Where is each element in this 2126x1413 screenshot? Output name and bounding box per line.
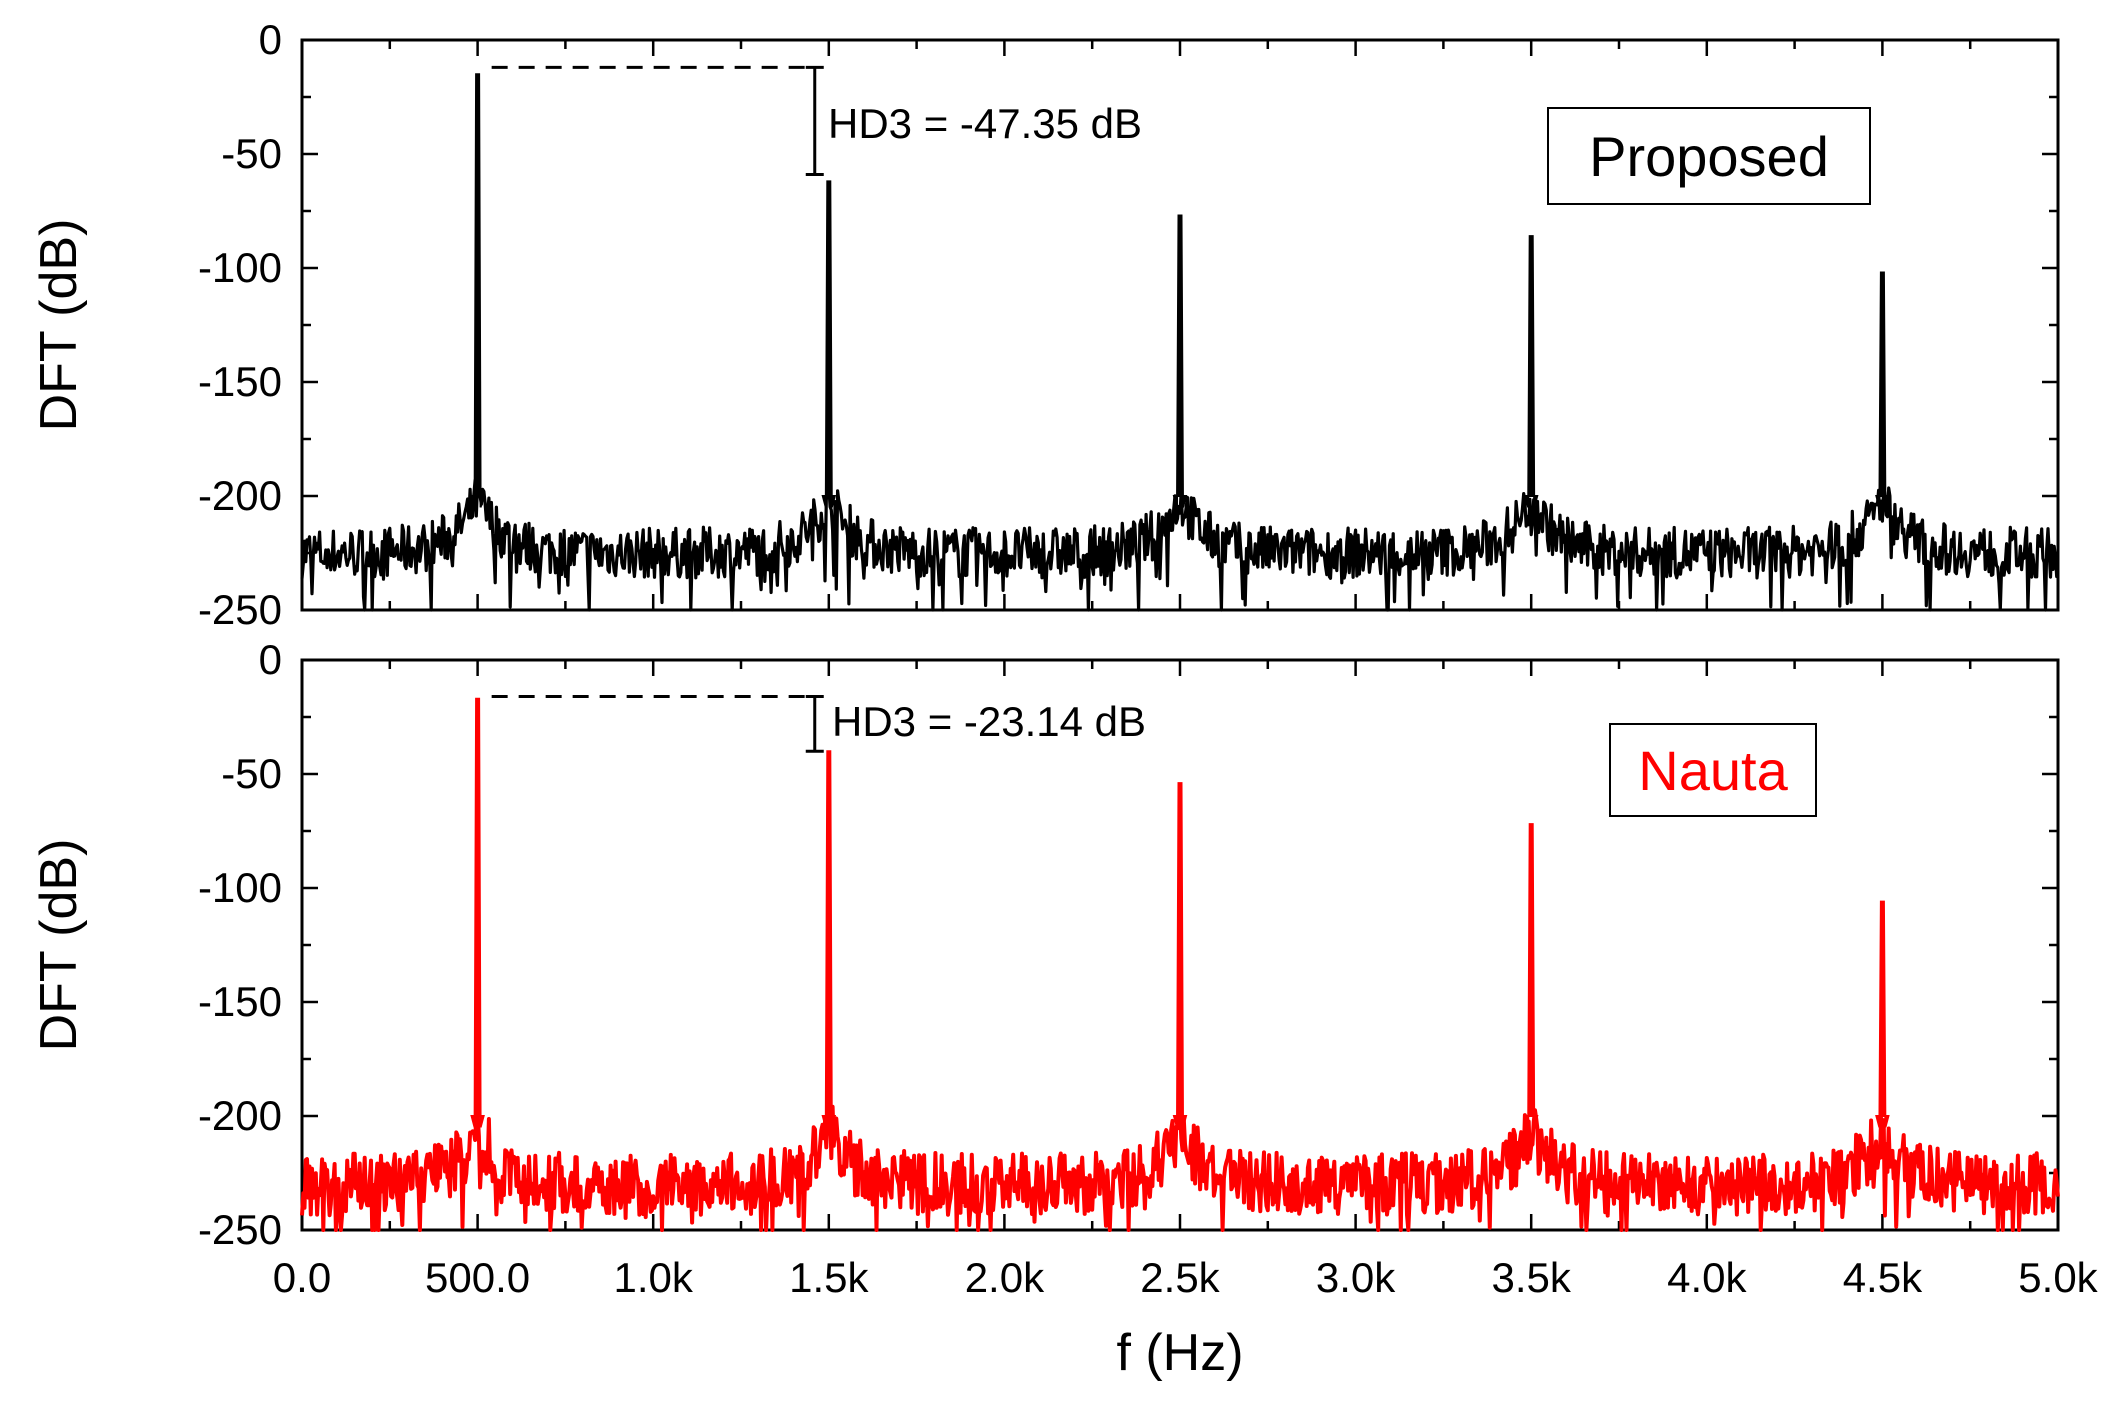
proposed-hd3-bracket	[805, 65, 824, 177]
nauta-ticks	[300, 658, 2060, 1232]
harmonic-peak	[1523, 823, 1539, 1128]
y-tick-label: -250	[198, 586, 282, 633]
y-tick-label: -100	[198, 244, 282, 291]
proposed-legend-box	[1547, 107, 1871, 205]
x-axis-title: f (Hz)	[1116, 1324, 1243, 1382]
x-tick-label: 2.5k	[1140, 1254, 1220, 1301]
x-tick-label: 4.0k	[1667, 1254, 1747, 1301]
harmonic-peak	[1172, 782, 1188, 1128]
harmonic-peak	[470, 697, 485, 1128]
nauta-hd3-annotation: HD3 = -23.14 dB	[832, 698, 1146, 745]
x-tick-label: 4.5k	[1843, 1254, 1923, 1301]
proposed-y-tick-labels: 0 -50 -100 -150 -200 -250	[198, 16, 282, 633]
harmonic-peak	[1875, 900, 1890, 1128]
nauta-series-line	[300, 1103, 2060, 1232]
x-tick-label: 500.0	[425, 1254, 530, 1301]
y-tick-label: -150	[198, 358, 282, 405]
x-tick-label: 0.0	[273, 1254, 331, 1301]
x-tick-label: 5.0k	[2018, 1254, 2098, 1301]
y-tick-label: -200	[198, 1092, 282, 1139]
x-tick-label: 2.0k	[965, 1254, 1045, 1301]
y-tick-label: -50	[221, 130, 282, 177]
proposed-spectrum-panel: 0 -50 -100 -150 -200 -250 HD3 = -47.35 dB Pro…	[30, 16, 2060, 633]
y-tick-label: 0	[259, 16, 282, 63]
y-tick-label: -150	[198, 978, 282, 1025]
x-tick-label: 3.5k	[1492, 1254, 1572, 1301]
harmonic-peak	[470, 73, 485, 508]
nauta-hd3-bracket	[805, 694, 824, 753]
proposed-ticks	[300, 38, 2060, 612]
proposed-series-line	[300, 478, 2060, 612]
harmonic-peak	[821, 750, 837, 1128]
y-tick-label: -250	[198, 1206, 282, 1253]
proposed-legend-label: Proposed	[1589, 125, 1829, 188]
harmonic-peak	[1875, 271, 1890, 508]
harmonic-peak	[821, 180, 837, 508]
nauta-legend-box	[1609, 723, 1817, 817]
harmonic-peak	[1523, 235, 1539, 508]
x-tick-label: 1.5k	[789, 1254, 869, 1301]
proposed-hd3-annotation: HD3 = -47.35 dB	[828, 100, 1142, 147]
y-tick-label: -50	[221, 750, 282, 797]
nauta-spectrum-panel: 0 -50 -100 -150 -200 -250 HD3 = -23.14 dB Nau…	[30, 636, 2060, 1253]
y-tick-label: -200	[198, 472, 282, 519]
x-tick-labels: 0.0 500.0 1.0k 1.5k 2.0k 2.5k 3.0k 3.5k 4.0k 4.5k…	[273, 1254, 2099, 1301]
nauta-y-axis-title: DFT (dB)	[30, 839, 88, 1052]
harmonic-peak	[1172, 214, 1188, 508]
nauta-harmonic-peaks	[470, 697, 1890, 1128]
y-tick-label: -100	[198, 864, 282, 911]
x-tick-label: 1.0k	[614, 1254, 694, 1301]
proposed-y-axis-title: DFT (dB)	[30, 219, 88, 432]
nauta-legend-label: Nauta	[1638, 739, 1788, 802]
y-tick-label: 0	[259, 636, 282, 683]
x-tick-label: 3.0k	[1316, 1254, 1396, 1301]
proposed-harmonic-peaks	[470, 73, 1890, 508]
nauta-y-tick-labels: 0 -50 -100 -150 -200 -250	[198, 636, 282, 1253]
